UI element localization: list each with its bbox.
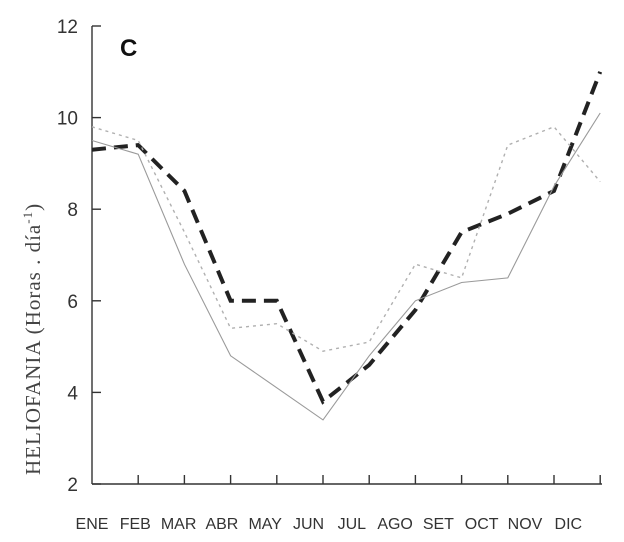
y-tick-label: 6 [67, 292, 78, 313]
series-line-thin-dotted [91, 125, 601, 352]
x-tick-label-nov: NOV [508, 516, 543, 533]
y-tick-label: 10 [57, 109, 78, 130]
series-line-thick-dashed [91, 71, 603, 405]
x-tick-label-ene: ENE [76, 516, 109, 533]
x-tick-label-abr: ABR [205, 516, 238, 533]
x-tick-label-may: MAY [248, 516, 282, 533]
y-tick-label: 12 [57, 17, 78, 38]
y-axis-title: HELIOFANIA (Horas . día-1) [20, 203, 45, 475]
x-tick-label-ago: AGO [377, 516, 413, 533]
x-tick-label-jul: JUL [338, 516, 367, 533]
y-tick-label: 4 [67, 383, 78, 404]
y-tick-label: 8 [67, 200, 78, 221]
x-tick-label-set: SET [423, 516, 454, 533]
x-tick-label-mar: MAR [161, 516, 197, 533]
x-tick-label-feb: FEB [120, 516, 151, 533]
y-tick-label: 2 [67, 475, 78, 496]
x-tick-label-jun: JUN [293, 516, 324, 533]
x-tick-label-oct: OCT [465, 516, 499, 533]
series-line-thin-solid [91, 112, 601, 421]
panel-label: C [120, 35, 137, 62]
x-tick-label-dic: DIC [555, 516, 583, 533]
